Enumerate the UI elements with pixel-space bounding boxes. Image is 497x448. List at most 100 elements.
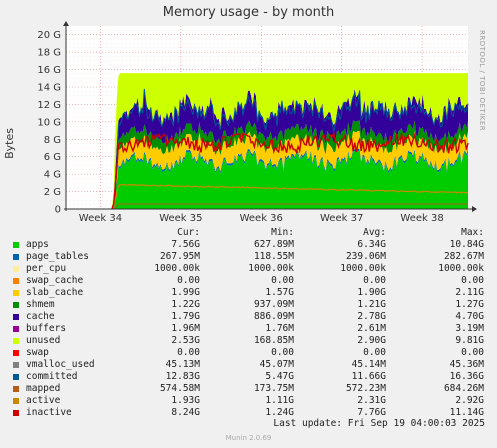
y-tick-label: 18 G bbox=[37, 48, 61, 59]
y-tick-label: 8 G bbox=[44, 135, 61, 146]
x-tick-labels: Week 34 Week 35 Week 36 Week 37 Week 38 bbox=[79, 213, 444, 224]
legend-swatch bbox=[13, 386, 19, 392]
x-tick-label: Week 35 bbox=[159, 213, 202, 224]
legend-cur: 2.53G bbox=[171, 335, 200, 346]
legend-name: inactive bbox=[26, 407, 72, 418]
legend-swatch bbox=[13, 362, 19, 368]
x-tick-label: Week 38 bbox=[400, 213, 443, 224]
legend-cur: 1.79G bbox=[171, 311, 200, 322]
legend-name: mapped bbox=[26, 383, 61, 394]
legend-name: committed bbox=[26, 371, 78, 382]
y-tick-labels: 0 2 G 4 G 6 G 8 G 10 G 12 G 14 G 16 G 18 G 20 G bbox=[37, 30, 61, 215]
legend-cur: 267.95M bbox=[159, 251, 200, 262]
y-tick-label: 0 bbox=[55, 205, 61, 216]
legend-swatch bbox=[13, 410, 19, 416]
legend-cur: 8.24G bbox=[171, 407, 200, 418]
legend-max: 684.26M bbox=[443, 383, 484, 394]
legend-avg: 6.34G bbox=[357, 239, 386, 250]
legend-avg: 2.78G bbox=[357, 311, 386, 322]
legend-avg: 2.31G bbox=[357, 395, 386, 406]
legend-avg: 0.00 bbox=[363, 275, 386, 286]
legend-cur: 12.83G bbox=[165, 371, 200, 382]
header-cur: Cur: bbox=[177, 227, 200, 238]
legend-avg: 7.76G bbox=[357, 407, 386, 418]
area-apps bbox=[111, 150, 469, 209]
legend-min: 118.55M bbox=[253, 251, 294, 262]
legend-min: 1.57G bbox=[265, 287, 294, 298]
legend-avg: 239.06M bbox=[345, 251, 386, 262]
legend-name: active bbox=[26, 395, 61, 406]
y-axis-arrow bbox=[63, 21, 69, 26]
legend-avg: 2.90G bbox=[357, 335, 386, 346]
y-tick-label: 14 G bbox=[37, 83, 61, 94]
legend-name: buffers bbox=[26, 323, 67, 334]
legend-min: 5.47G bbox=[265, 371, 294, 382]
last-update: Last update: Fri Sep 19 04:00:03 2025 bbox=[273, 418, 485, 429]
legend-max: 0.00 bbox=[461, 275, 484, 286]
legend-min: 0.00 bbox=[271, 347, 294, 358]
x-tick-label: Week 34 bbox=[79, 213, 122, 224]
memory-chart: 0 2 G 4 G 6 G 8 G 10 G 12 G 14 G 16 G 18 G 20 G We… bbox=[37, 21, 477, 224]
legend-min: 1.24G bbox=[265, 407, 294, 418]
legend-cur: 1.96M bbox=[171, 323, 200, 334]
legend-cur: 1000.00k bbox=[154, 263, 200, 274]
legend-avg: 0.00 bbox=[363, 347, 386, 358]
y-tick-label: 2 G bbox=[44, 187, 61, 198]
y-tick-label: 10 G bbox=[37, 117, 61, 128]
legend-name: apps bbox=[26, 239, 49, 250]
legend-min: 937.09M bbox=[253, 299, 294, 310]
legend-name: shmem bbox=[26, 299, 55, 310]
legend-avg: 45.14M bbox=[351, 359, 386, 370]
legend-name: vmalloc_used bbox=[26, 359, 95, 370]
header-min: Min: bbox=[271, 227, 294, 238]
legend-swatch bbox=[13, 338, 19, 344]
legend-avg: 572.23M bbox=[345, 383, 386, 394]
y-tick-label: 6 G bbox=[44, 152, 61, 163]
line-active bbox=[111, 183, 469, 210]
legend-max: 1000.00k bbox=[438, 263, 484, 274]
y-tick-label: 12 G bbox=[37, 100, 61, 111]
legend-max: 1.27G bbox=[455, 299, 484, 310]
rrdtool-credit: RRDTOOL / TOBI OETIKER bbox=[478, 30, 486, 132]
legend-min: 1.11G bbox=[265, 395, 294, 406]
x-tick-label: Week 36 bbox=[240, 213, 283, 224]
legend-cur: 0.00 bbox=[177, 275, 200, 286]
legend-max: 45.36M bbox=[449, 359, 484, 370]
legend-swatch bbox=[13, 326, 19, 332]
y-tick-label: 20 G bbox=[37, 30, 61, 41]
line-committed bbox=[111, 88, 469, 210]
header-max: Max: bbox=[461, 227, 484, 238]
legend-cur: 1.22G bbox=[171, 299, 200, 310]
x-tick-label: Week 37 bbox=[320, 213, 363, 224]
legend-avg: 1.21G bbox=[357, 299, 386, 310]
legend-max: 16.36G bbox=[449, 371, 484, 382]
legend-swatch bbox=[13, 242, 19, 248]
legend-name: unused bbox=[26, 335, 61, 346]
legend-min: 168.85M bbox=[253, 335, 294, 346]
legend-avg: 1.90G bbox=[357, 287, 386, 298]
legend-avg: 1000.00k bbox=[340, 263, 386, 274]
legend-swatch bbox=[13, 302, 19, 308]
legend-cur: 1.93G bbox=[171, 395, 200, 406]
legend-cur: 1.99G bbox=[171, 287, 200, 298]
legend-swatch bbox=[13, 374, 19, 380]
legend-cur: 45.13M bbox=[165, 359, 200, 370]
legend-swatch bbox=[13, 398, 19, 404]
legend-max: 282.67M bbox=[443, 251, 484, 262]
legend-swatch bbox=[13, 350, 19, 356]
legend-avg: 11.66G bbox=[351, 371, 386, 382]
legend-max: 2.92G bbox=[455, 395, 484, 406]
legend-swatch bbox=[13, 290, 19, 296]
y-tick-label: 4 G bbox=[44, 170, 61, 181]
legend-max: 3.19M bbox=[455, 323, 484, 334]
chart-title: Memory usage - by month bbox=[162, 5, 335, 20]
line-mapped bbox=[111, 203, 468, 210]
y-tick-label: 16 G bbox=[37, 65, 61, 76]
series-lines bbox=[111, 88, 469, 210]
legend-swatch bbox=[13, 278, 19, 284]
legend-swatch bbox=[13, 254, 19, 260]
munin-version: Munin 2.0.69 bbox=[225, 434, 272, 442]
legend-name: page_tables bbox=[26, 251, 89, 262]
line-inactive bbox=[111, 131, 469, 210]
legend-max: 4.70G bbox=[455, 311, 484, 322]
